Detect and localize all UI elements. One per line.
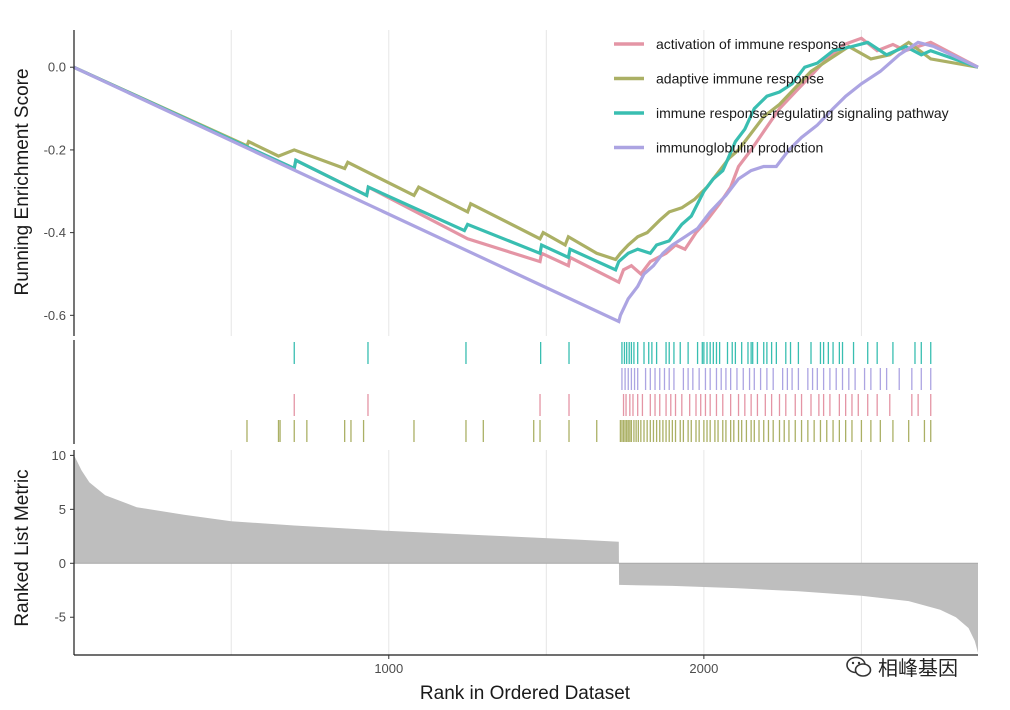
es-y-axis-label: Running Enrichment Score — [12, 68, 33, 295]
x-tick-label: 2000 — [689, 661, 718, 676]
es-y-tick-label: -0.4 — [44, 225, 66, 240]
legend-label: immunoglobulin production — [656, 140, 823, 156]
es-line — [73, 40, 979, 324]
ticks: 0.0 -0.2 -0.4 -0.6 10 5 0 -5 1000 2000 — [44, 60, 719, 676]
es-line — [73, 40, 979, 272]
watermark-text: 相峰基因 — [878, 656, 958, 680]
metric-y-tick-label: -5 — [54, 610, 66, 625]
es-line — [73, 40, 979, 262]
metric-y-tick-label: 5 — [59, 502, 66, 517]
es-lines — [73, 36, 979, 324]
legend: activation of immune response adaptive im… — [614, 36, 949, 156]
legend-label: activation of immune response — [656, 36, 846, 52]
es-y-tick-label: 0.0 — [48, 60, 66, 75]
legend-label: adaptive immune response — [656, 71, 824, 87]
metric-y-tick-label: 10 — [52, 448, 66, 463]
metric-y-axis-label: Ranked List Metric — [12, 469, 33, 626]
hit-rows — [246, 342, 932, 442]
metric-bars — [74, 455, 978, 653]
axes — [73, 30, 978, 656]
metric-y-tick-label: 0 — [59, 556, 66, 571]
es-y-tick-label: -0.2 — [44, 142, 66, 157]
watermark: 相峰基因 — [846, 652, 958, 681]
x-axis-label: Rank in Ordered Dataset — [420, 683, 631, 704]
wechat-icon — [846, 656, 872, 677]
legend-label: immune response-regulating signaling pat… — [656, 105, 949, 121]
x-tick-label: 1000 — [374, 661, 403, 676]
es-gridlines — [230, 30, 862, 336]
metric-area — [74, 455, 978, 653]
es-line — [73, 36, 979, 285]
es-y-tick-label: -0.6 — [44, 308, 66, 323]
